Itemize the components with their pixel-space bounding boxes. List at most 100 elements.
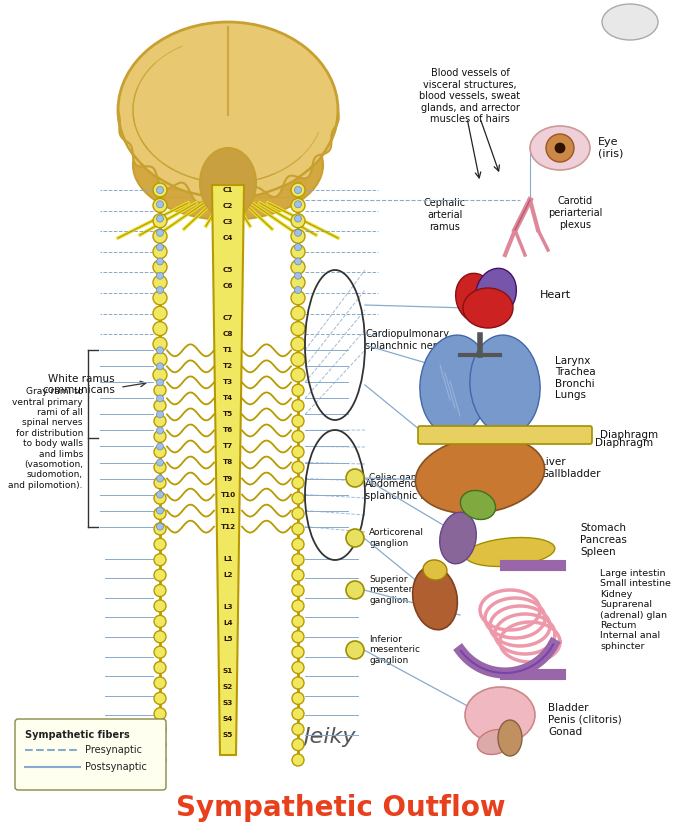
Circle shape [294, 201, 301, 208]
Text: T8: T8 [223, 460, 233, 466]
Circle shape [292, 662, 304, 673]
Circle shape [346, 529, 364, 547]
Circle shape [154, 754, 166, 766]
Circle shape [154, 708, 166, 719]
Circle shape [292, 615, 304, 628]
Circle shape [153, 322, 167, 336]
Circle shape [153, 183, 167, 197]
Text: T9: T9 [223, 476, 233, 481]
Polygon shape [475, 543, 523, 563]
Text: T11: T11 [221, 508, 236, 514]
Circle shape [156, 427, 163, 434]
Circle shape [346, 641, 364, 659]
Ellipse shape [463, 288, 513, 328]
Circle shape [292, 708, 304, 719]
Text: Large intestin
Small intestine
Kidney
Suprarenal
(adrenal) glan
Rectum
Internal : Large intestin Small intestine Kidney Su… [600, 569, 671, 651]
Text: S5: S5 [223, 732, 233, 738]
Text: Heart: Heart [540, 290, 571, 300]
Circle shape [156, 347, 163, 354]
Circle shape [156, 244, 163, 251]
Text: T12: T12 [221, 523, 236, 529]
Circle shape [154, 615, 166, 628]
Text: L2: L2 [223, 571, 233, 578]
Circle shape [153, 260, 167, 274]
Circle shape [291, 245, 305, 259]
Ellipse shape [118, 22, 338, 198]
Circle shape [154, 538, 166, 550]
Circle shape [292, 523, 304, 535]
Circle shape [154, 523, 166, 535]
Text: Stomach
Pancreas
Spleen: Stomach Pancreas Spleen [580, 523, 627, 557]
Circle shape [291, 368, 305, 382]
Circle shape [294, 215, 301, 222]
Circle shape [292, 399, 304, 412]
Text: T5: T5 [223, 411, 233, 418]
Circle shape [292, 754, 304, 766]
Text: T6: T6 [223, 428, 233, 433]
Text: C7: C7 [223, 315, 233, 321]
Circle shape [153, 291, 167, 305]
Circle shape [156, 491, 163, 498]
Text: Cardiopulmonary
splanchnic nerves: Cardiopulmonary splanchnic nerves [365, 329, 454, 351]
Text: Postsynaptic: Postsynaptic [85, 762, 147, 772]
Text: T1: T1 [223, 347, 233, 353]
Ellipse shape [420, 335, 490, 435]
Circle shape [291, 322, 305, 336]
Ellipse shape [413, 566, 458, 629]
Circle shape [156, 459, 163, 466]
Text: Carotid
periarterial
plexus: Carotid periarterial plexus [548, 196, 602, 230]
Ellipse shape [470, 335, 540, 435]
Circle shape [346, 469, 364, 487]
Circle shape [154, 415, 166, 427]
Text: C3: C3 [223, 219, 233, 225]
Circle shape [154, 662, 166, 673]
Circle shape [292, 569, 304, 581]
Circle shape [291, 214, 305, 227]
Circle shape [154, 631, 166, 643]
Circle shape [294, 229, 301, 237]
Text: C1: C1 [223, 187, 233, 193]
Text: C5: C5 [223, 267, 234, 273]
Text: L5: L5 [223, 636, 233, 642]
Circle shape [154, 723, 166, 735]
Circle shape [154, 399, 166, 412]
Circle shape [555, 143, 565, 153]
Ellipse shape [456, 273, 497, 323]
Circle shape [291, 183, 305, 197]
Circle shape [153, 352, 167, 366]
Circle shape [291, 229, 305, 243]
Circle shape [292, 385, 304, 396]
Circle shape [156, 379, 163, 386]
Circle shape [156, 507, 163, 514]
Circle shape [154, 585, 166, 596]
Ellipse shape [477, 729, 513, 754]
Circle shape [291, 198, 305, 213]
Text: Jeiky: Jeiky [304, 727, 357, 747]
Circle shape [292, 677, 304, 689]
Text: C4: C4 [223, 235, 233, 241]
Circle shape [291, 260, 305, 274]
Circle shape [156, 187, 163, 194]
Circle shape [156, 475, 163, 482]
Text: Sympathetic fibers: Sympathetic fibers [25, 730, 130, 740]
Text: S2: S2 [223, 684, 233, 690]
Circle shape [292, 631, 304, 643]
Text: Larynx
Trachea
Bronchi
Lungs: Larynx Trachea Bronchi Lungs [555, 356, 596, 400]
Text: Blood vessels of
visceral structures,
blood vessels, sweat
glands, and arrector
: Blood vessels of visceral structures, bl… [419, 68, 520, 124]
Circle shape [294, 187, 301, 194]
Polygon shape [118, 110, 339, 206]
Text: T4: T4 [223, 395, 233, 401]
Circle shape [154, 569, 166, 581]
Circle shape [292, 585, 304, 596]
Circle shape [154, 692, 166, 705]
Circle shape [154, 508, 166, 519]
FancyBboxPatch shape [15, 719, 166, 790]
Circle shape [156, 215, 163, 222]
Circle shape [156, 258, 163, 265]
Text: L1: L1 [223, 556, 233, 562]
Circle shape [292, 692, 304, 705]
Text: L3: L3 [223, 604, 233, 609]
Circle shape [154, 646, 166, 658]
Circle shape [292, 508, 304, 519]
Ellipse shape [465, 538, 555, 566]
